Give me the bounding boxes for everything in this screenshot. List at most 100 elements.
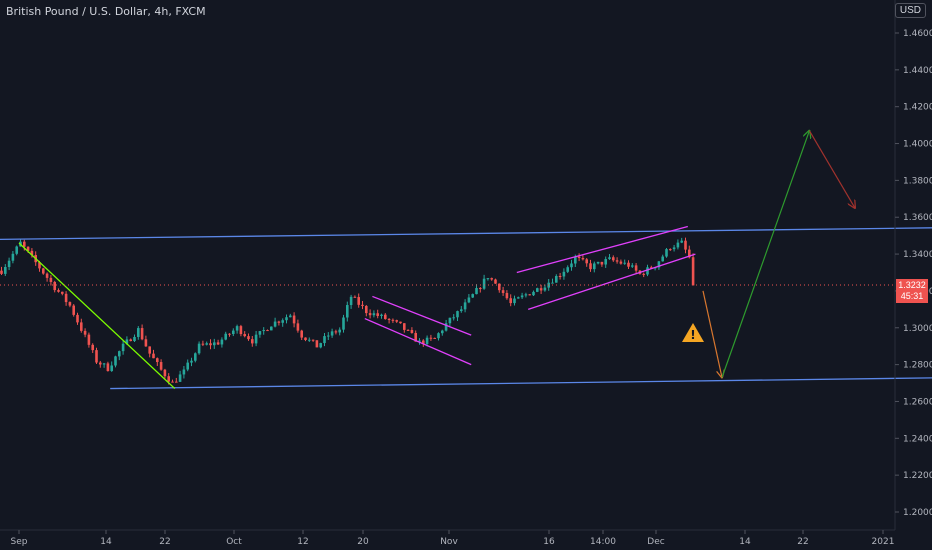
time-tick-label: 22 <box>159 537 170 547</box>
candle-body <box>566 267 569 272</box>
candle-body <box>577 256 581 259</box>
candle-body <box>650 267 653 269</box>
candle-body <box>623 262 626 264</box>
candle-body <box>330 331 334 336</box>
price-tick-label: 1.4400 <box>903 66 932 76</box>
candle-body <box>349 296 353 306</box>
candle-body <box>406 329 410 331</box>
candle-body <box>555 276 558 283</box>
candle-body <box>585 259 588 264</box>
candle-body <box>296 323 300 331</box>
candle-body <box>657 261 661 268</box>
candle-body <box>600 261 604 265</box>
candle-body <box>448 317 452 324</box>
candle-body <box>368 313 372 316</box>
candle-body <box>463 302 467 310</box>
candle-body <box>152 353 155 359</box>
candle-body <box>676 242 680 248</box>
price-tick-label: 1.4600 <box>903 29 932 39</box>
candle-body <box>266 330 269 332</box>
candle-body <box>524 294 528 296</box>
candle-body <box>277 321 281 323</box>
time-axis: Sep 14 22 Oct 12 20 Nov 16 14:00 Dec 14 22 2021 <box>0 529 895 547</box>
candle-body <box>323 336 326 344</box>
candle-body <box>319 343 322 348</box>
candle-body <box>285 317 288 321</box>
candle-body <box>460 309 463 312</box>
candle-body <box>194 353 197 361</box>
time-tick-label: Oct <box>226 537 242 547</box>
candle-body <box>403 323 406 330</box>
time-tick-label: Sep <box>11 537 28 547</box>
time-tick-label: 2021 <box>872 537 895 547</box>
candle-body <box>42 268 45 274</box>
candle-body <box>608 257 611 260</box>
candle-body <box>558 276 562 278</box>
candle-body <box>429 337 433 339</box>
candle-body <box>137 328 140 337</box>
candle-body <box>102 363 106 365</box>
resistance-trendline <box>0 227 932 240</box>
candle-body <box>467 297 471 303</box>
candle-body <box>83 330 87 335</box>
candle-body <box>68 302 72 306</box>
candle-body <box>391 319 395 321</box>
candle-body <box>536 288 539 292</box>
price-tick-label: 1.3000 <box>903 324 932 334</box>
candle-body <box>581 258 585 260</box>
candle-body <box>72 305 75 315</box>
rising-channel-lower <box>527 253 696 310</box>
support-trendline <box>110 377 932 390</box>
candle-body <box>311 339 315 341</box>
candle-body <box>114 356 117 366</box>
candle-body <box>0 270 3 274</box>
candle-body <box>634 265 638 271</box>
candle-body <box>471 294 474 298</box>
candle-body <box>262 330 265 332</box>
candle-body <box>593 263 596 270</box>
candle-body <box>418 340 421 342</box>
projected-pullback-arrow <box>808 130 855 208</box>
candle-body <box>144 339 148 347</box>
downtrend-line <box>18 242 176 390</box>
candle-body <box>49 277 53 282</box>
candle-body <box>205 343 208 345</box>
candle-body <box>133 336 136 342</box>
candle-body <box>57 290 60 292</box>
candle-body <box>23 241 26 247</box>
candle-body <box>376 313 379 316</box>
time-tick-label: 22 <box>797 537 808 547</box>
candle-body <box>642 273 645 275</box>
time-tick-label: 14 <box>739 537 751 547</box>
candle-body <box>365 305 368 314</box>
candle-body <box>486 278 490 280</box>
flag-channel-lower <box>364 317 472 366</box>
candle-body <box>505 292 509 299</box>
candle-body <box>4 266 7 274</box>
candle-body <box>444 323 448 331</box>
candle-body <box>387 318 391 320</box>
candle-body <box>627 262 630 267</box>
candle-body <box>300 330 303 338</box>
candle-body <box>338 329 341 333</box>
time-tick-label: Nov <box>440 537 458 547</box>
candle-body <box>684 240 687 250</box>
candle-body <box>672 247 676 250</box>
candle-body <box>91 344 94 351</box>
candle-body <box>53 281 56 291</box>
candle-body <box>357 297 360 305</box>
candle-body <box>99 362 102 365</box>
candle-body <box>159 362 163 370</box>
candle-body <box>171 381 174 383</box>
price-tick-label: 1.2800 <box>903 361 932 371</box>
last-price-tag: 1.3232 45:31 <box>896 279 928 303</box>
candle-body <box>513 298 516 304</box>
candle-body <box>384 314 387 319</box>
projected-rally-arrow <box>721 131 809 378</box>
candle-body <box>292 315 296 324</box>
candle-body <box>61 291 64 294</box>
candle-body <box>498 283 501 291</box>
candle-body <box>190 360 193 363</box>
currency-button[interactable]: USD <box>894 3 926 18</box>
